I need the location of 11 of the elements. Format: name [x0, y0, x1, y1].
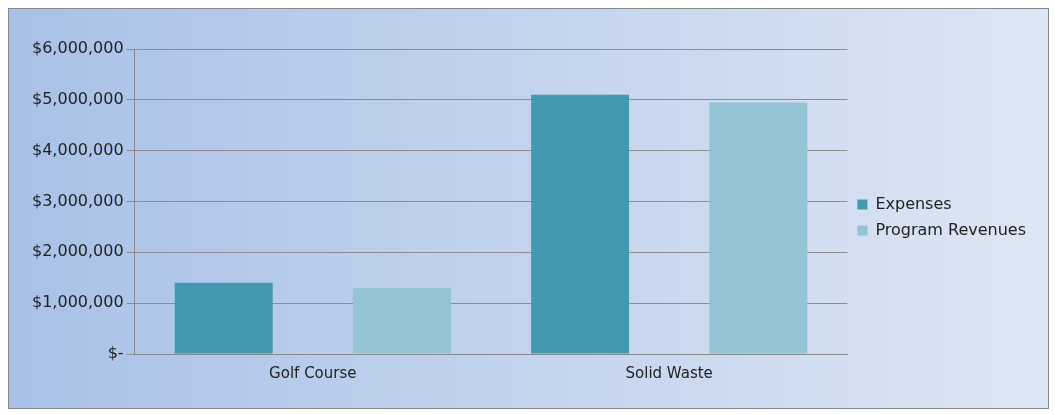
y-tick-label: $2,000,000	[32, 241, 124, 261]
legend-label: Program Revenues	[875, 219, 1026, 239]
y-tick-label: $4,000,000	[32, 139, 124, 159]
x-tick-label: Solid Waste	[625, 363, 713, 382]
y-tick-label: $5,000,000	[32, 88, 124, 108]
x-tick-label: Golf Course	[269, 363, 357, 382]
y-tick-label: $-	[107, 343, 124, 363]
y-tick-label: $3,000,000	[32, 190, 124, 210]
legend-label: Expenses	[875, 193, 952, 213]
y-tick-label: $6,000,000	[32, 38, 124, 58]
y-tick-label: $1,000,000	[32, 292, 124, 312]
